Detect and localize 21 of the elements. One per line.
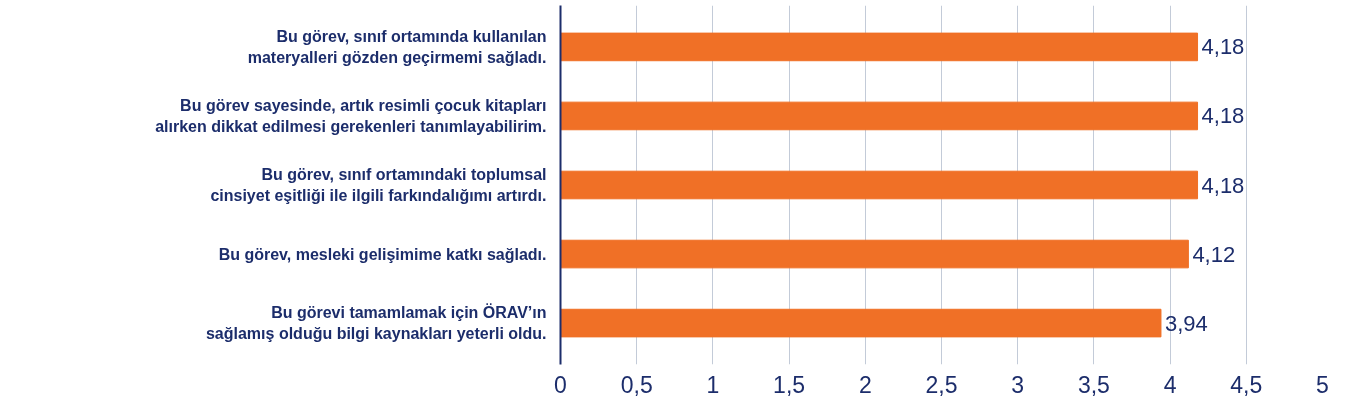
x-tick-label: 2 <box>858 371 872 398</box>
x-tick-label: 0 <box>554 371 567 398</box>
data-label: 4,12 <box>1192 241 1236 267</box>
x-tick-label: 2,5 <box>925 371 958 398</box>
y-tick-label: Bu görevi tamamlamak için ÖRAV’ın sağlamış olduğu bilgi kaynakları yeterli oldu. <box>205 303 547 342</box>
x-tick-label: 0,5 <box>620 371 653 398</box>
x-tick-label: 1 <box>706 371 720 398</box>
x-tick-label: 3 <box>1011 371 1025 398</box>
x-tick-label: 3,5 <box>1077 371 1110 398</box>
data-label: 3,94 <box>1164 310 1208 336</box>
x-tick-label: 1,5 <box>773 371 806 398</box>
y-tick-label: Bu görev, sınıf ortamında kullanılan materyalleri gözden geçirmemi sağladı. <box>247 28 547 66</box>
data-label: 4,18 <box>1201 103 1245 129</box>
x-tick-label: 4,5 <box>1230 371 1263 398</box>
x-tick-label: 5 <box>1316 371 1329 398</box>
y-tick-label: Bu görev, sınıf ortamındaki toplumsal cinsiyet eşitliği ile ilgili farkındalığımı artırdı. <box>210 166 547 204</box>
y-tick-label: Bu görev, mesleki gelişimime katkı sağladı. <box>218 245 547 263</box>
data-label: 4,18 <box>1201 34 1245 60</box>
data-label: 4,18 <box>1201 172 1245 198</box>
y-tick-label: Bu görev sayesinde, artık resimli çocuk kitapları alırken dikkat edilmesi gerekenleri tanımlayabilirim. <box>155 97 547 135</box>
x-tick-label: 4 <box>1163 371 1177 398</box>
